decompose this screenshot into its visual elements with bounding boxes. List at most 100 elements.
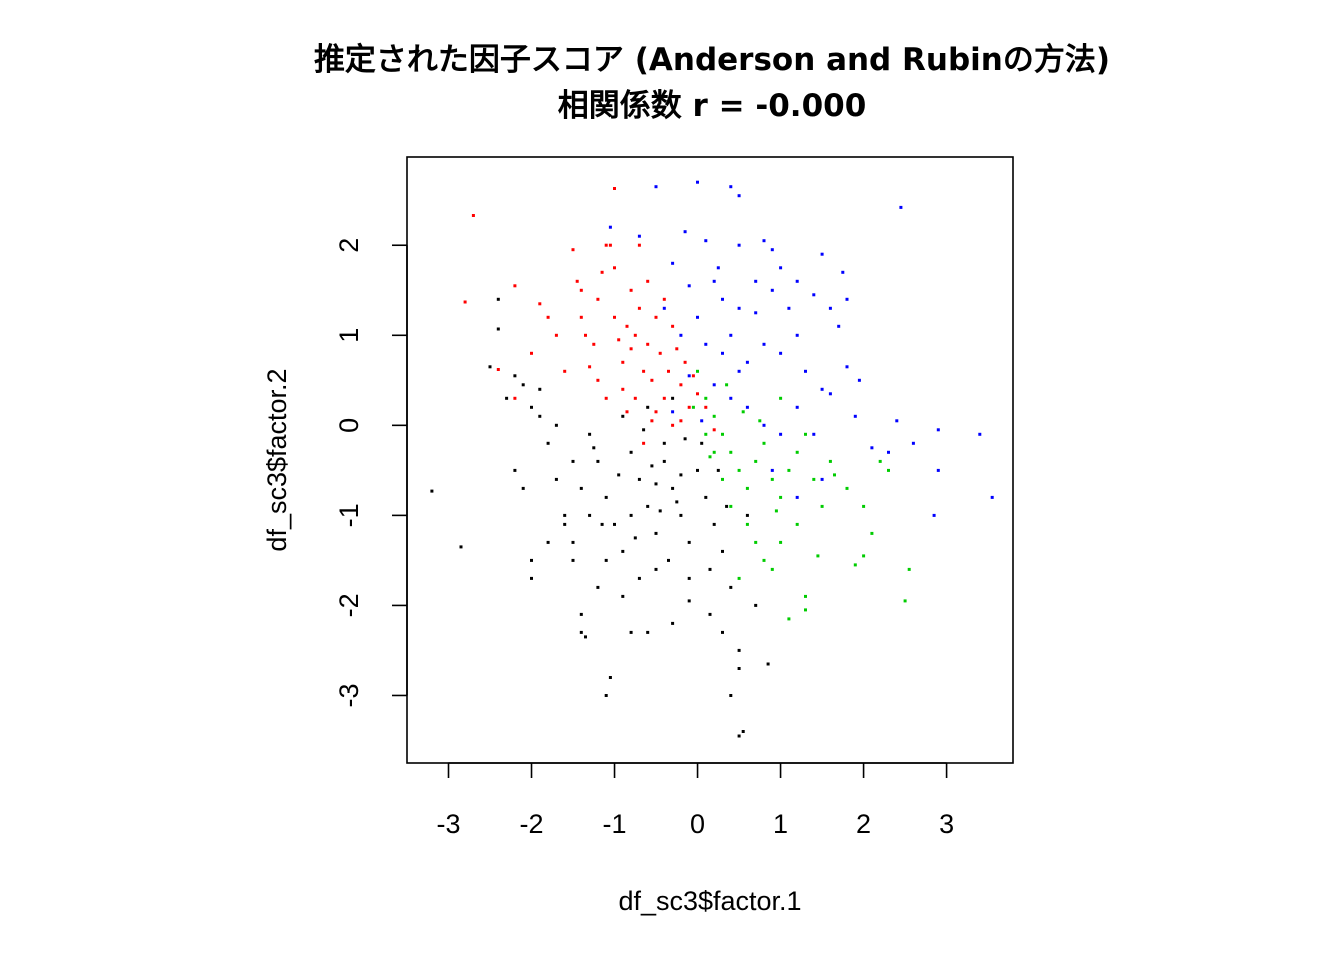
data-point-s2-24: [907, 567, 911, 571]
data-point-s1-35: [779, 351, 783, 355]
data-point-s1-66: [716, 266, 720, 270]
data-point-s1-4: [637, 234, 641, 238]
data-point-s1-50: [853, 414, 857, 418]
data-point-s3-78: [667, 558, 670, 562]
x-tick-label: 1: [773, 809, 788, 839]
data-point-s3-32: [671, 486, 675, 490]
data-point-s3-74: [683, 437, 687, 441]
data-point-s0-59: [633, 333, 637, 337]
data-point-s2-28: [787, 617, 791, 621]
data-point-s3-4: [513, 374, 517, 378]
data-point-s3-16: [571, 540, 575, 544]
data-point-s3-51: [554, 423, 558, 427]
data-point-s2-15: [820, 504, 824, 508]
data-point-s2-18: [862, 504, 866, 508]
data-point-s3-8: [513, 468, 517, 472]
data-point-s1-54: [911, 441, 915, 445]
data-point-s3-37: [704, 495, 708, 499]
data-point-s3-21: [596, 459, 600, 463]
x-axis-label: df_sc3$factor.1: [618, 886, 801, 916]
data-point-s0-58: [604, 396, 608, 400]
data-point-s0-31: [646, 279, 650, 283]
data-point-s0-7: [546, 315, 550, 319]
chart-subtitle: 相関係数 r = -0.000: [558, 88, 867, 124]
data-point-s3-1: [459, 545, 463, 549]
data-point-s3-79: [745, 513, 749, 517]
data-point-s3-66: [700, 441, 704, 445]
data-point-s0-8: [554, 333, 558, 337]
data-point-s1-0: [696, 180, 699, 184]
plot-frame: [406, 156, 1014, 764]
data-point-s1-58: [990, 495, 994, 499]
data-point-s2-22: [862, 554, 866, 558]
data-point-s1-7: [704, 239, 708, 243]
data-point-s3-67: [716, 468, 720, 472]
data-point-s1-61: [820, 477, 824, 481]
data-point-s0-23: [621, 387, 625, 391]
data-point-s3-62: [671, 396, 675, 400]
data-point-s3-73: [658, 509, 662, 513]
data-point-s1-48: [812, 432, 816, 436]
data-point-s3-65: [679, 473, 683, 477]
y-tick-label: 2: [334, 238, 364, 253]
data-point-s0-3: [496, 368, 500, 371]
data-point-s1-64: [754, 279, 758, 283]
data-point-s3-22: [604, 495, 608, 499]
data-point-s3-3: [496, 327, 500, 331]
data-point-s0-2: [513, 284, 517, 288]
data-point-s2-14: [812, 477, 816, 481]
data-point-s3-40: [729, 585, 733, 589]
data-point-s3-25: [621, 594, 625, 598]
data-point-s3-36: [696, 468, 699, 472]
data-point-s0-48: [613, 187, 616, 190]
data-point-s3-76: [633, 536, 637, 540]
x-axis: -3 -2 -1 0 1 2 3: [436, 762, 954, 839]
data-point-s3-84: [592, 446, 596, 450]
data-point-s1-63: [737, 369, 741, 373]
data-point-s1-22: [770, 288, 774, 292]
data-point-s0-49: [579, 288, 583, 292]
data-point-s1-38: [820, 387, 824, 391]
data-point-s0-46: [691, 374, 695, 378]
data-point-s1-41: [687, 374, 691, 378]
data-point-s3-69: [563, 522, 567, 526]
data-point-s1-12: [820, 252, 824, 256]
data-point-s1-19: [721, 297, 724, 301]
data-point-s1-59: [932, 513, 936, 517]
data-point-s2-2: [712, 414, 716, 418]
data-point-s3-87: [708, 567, 712, 571]
x-tick-label: -3: [436, 809, 460, 839]
y-axis: -3 -2 -1 0 1 2: [334, 238, 408, 707]
data-point-s3-24: [621, 549, 625, 553]
data-point-s2-17: [845, 486, 849, 490]
data-point-s1-40: [857, 378, 861, 382]
x-tick-label: -2: [520, 809, 544, 839]
data-point-s1-46: [779, 432, 783, 436]
data-point-s2-42: [741, 410, 745, 414]
data-point-s3-18: [579, 612, 583, 616]
data-point-s1-21: [754, 311, 758, 315]
data-point-s3-43: [729, 694, 733, 697]
data-point-s0-27: [633, 396, 637, 400]
data-point-s0-55: [712, 428, 716, 432]
data-point-s3-56: [671, 621, 675, 625]
data-point-s3-29: [654, 531, 658, 535]
data-point-s3-48: [608, 676, 612, 679]
data-point-s2-33: [729, 504, 733, 508]
data-point-s3-52: [588, 513, 592, 517]
data-point-s1-30: [704, 342, 708, 346]
data-point-s3-41: [737, 648, 741, 652]
data-point-s3-58: [708, 612, 712, 616]
data-point-s0-42: [675, 347, 679, 351]
data-point-s1-23: [795, 279, 799, 283]
data-point-s1-14: [845, 297, 849, 301]
data-point-s1-2: [729, 185, 733, 189]
data-point-s1-42: [712, 383, 716, 387]
x-tick-label: -1: [603, 809, 627, 839]
data-point-s3-15: [563, 513, 567, 517]
data-point-s3-2: [496, 297, 500, 301]
data-point-s0-25: [629, 288, 633, 292]
data-point-s0-11: [579, 315, 583, 319]
data-point-s0-35: [654, 410, 658, 414]
data-point-s2-48: [774, 509, 778, 513]
